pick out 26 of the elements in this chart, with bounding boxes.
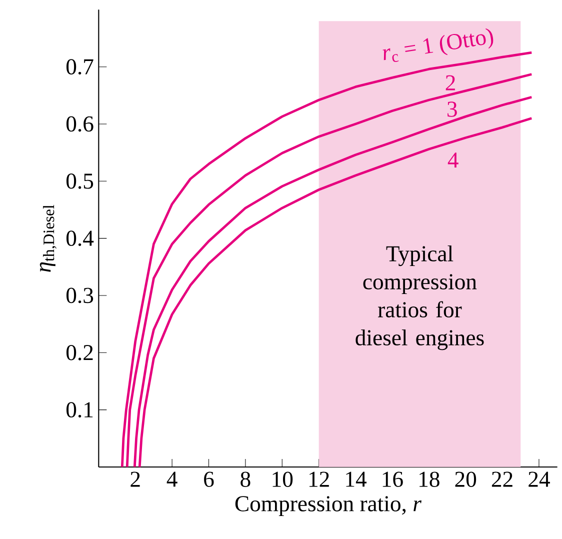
x-tick-label: 20 (455, 472, 476, 487)
text: r$_{c}$ = 1 (Otto) (382, 28, 494, 62)
y-tick-label: 0.5 (66, 173, 94, 189)
y-tick-label: 0.2 (66, 344, 93, 360)
series-label: 3 (448, 102, 457, 117)
x-tick-label: 6 (204, 472, 214, 487)
y-tick-label: 0.1 (66, 402, 93, 418)
y-tick-label: 0.6 (66, 116, 94, 132)
x-tick-label: 24 (528, 472, 550, 487)
x-tick-label: 22 (492, 472, 512, 487)
x-tick-label: 16 (382, 472, 403, 487)
y-tick-label: 0.3 (66, 288, 94, 304)
x-tick-label: 10 (272, 472, 293, 487)
series-label: 2 (446, 75, 455, 90)
x-tick-label: 14 (346, 472, 366, 487)
x-tick-label: 4 (166, 472, 178, 487)
y-tick-label: 0.4 (66, 230, 94, 246)
x-tick-label: 2 (130, 472, 140, 487)
y-tick-label: 0.7 (66, 59, 94, 75)
x-axis-title: Compression ratio, r (235, 496, 422, 516)
y-axis-title: η$_{th,Diesel}$ (40, 204, 56, 272)
x-tick-label: 18 (420, 472, 440, 487)
x-tick-label: 12 (309, 472, 329, 487)
series-label: 4 (448, 152, 458, 168)
band-label: Typical compression ratios for diesel engines (356, 245, 484, 350)
x-tick-label: 8 (240, 472, 250, 487)
